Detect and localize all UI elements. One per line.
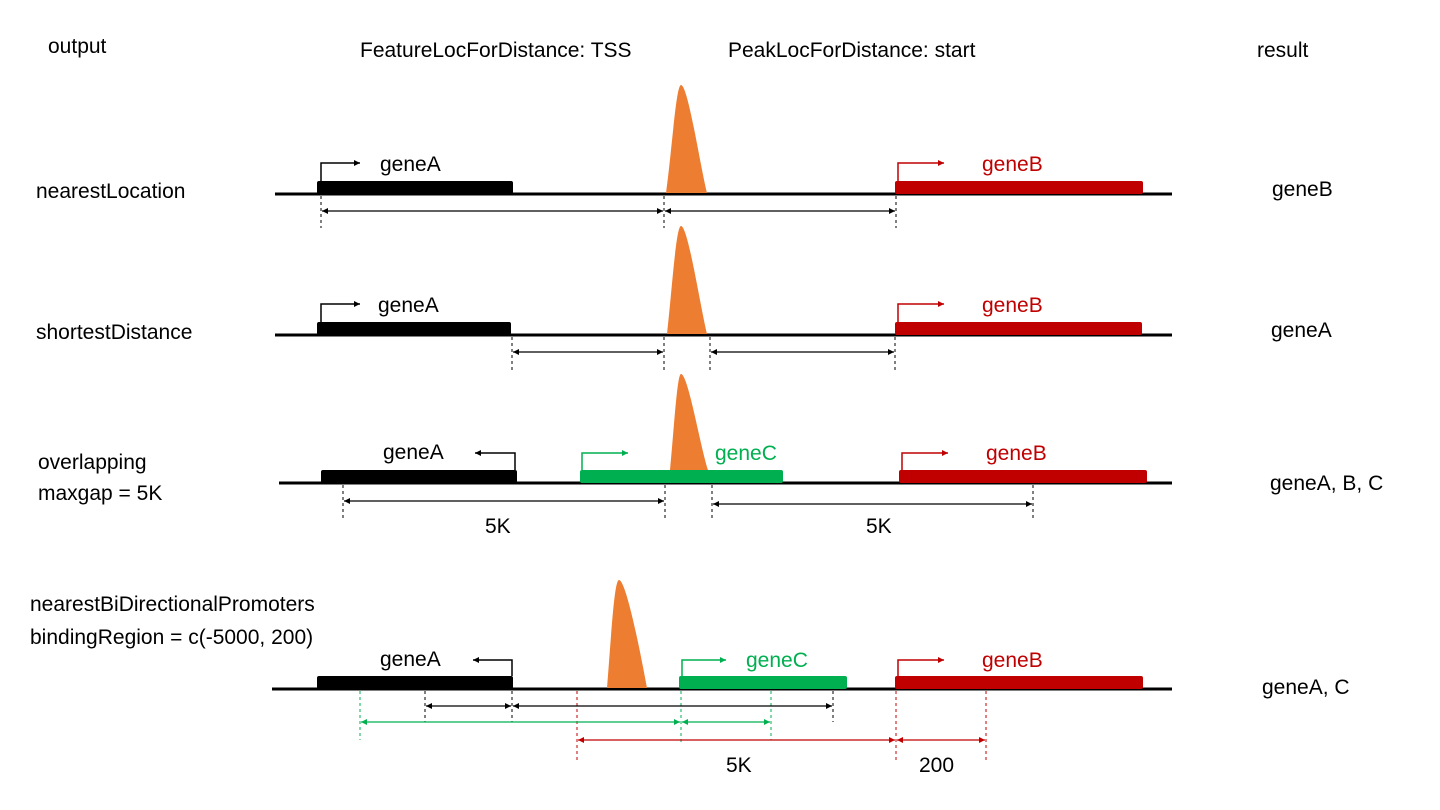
- gene-a-bar: [317, 322, 511, 335]
- row-result: geneB: [1272, 178, 1333, 201]
- gene-b-label: geneB: [982, 153, 1043, 176]
- gene-a-label: geneA: [380, 153, 441, 176]
- row-result: geneA: [1271, 319, 1332, 342]
- header-output: output: [48, 35, 107, 58]
- gene-b-label: geneB: [982, 294, 1043, 317]
- gene-b-label: geneB: [986, 442, 1047, 465]
- gene-a-label: geneA: [383, 441, 444, 464]
- row-nearest-location: nearestLocation geneA geneB geneB: [36, 85, 1333, 228]
- gene-a-tss-arrow: [320, 301, 360, 322]
- gene-b-tss-arrow: [897, 301, 944, 322]
- row-output-param: bindingRegion = c(-5000, 200): [30, 626, 313, 649]
- gene-c-bar: [679, 676, 847, 689]
- gene-a-label: geneA: [380, 648, 441, 671]
- distance-label: 5K: [866, 515, 892, 538]
- gene-b-bar: [895, 322, 1142, 335]
- gene-a-tss-arrow: [320, 160, 360, 181]
- gene-c-tss-arrow: [681, 657, 726, 676]
- distance-label: 5K: [726, 754, 752, 777]
- gene-b-tss-arrow: [901, 450, 948, 470]
- gene-a-tss-arrow: [475, 450, 516, 470]
- gene-c-label: geneC: [715, 442, 777, 465]
- row-output-label: overlapping: [38, 451, 147, 474]
- peak-shape: [670, 374, 708, 470]
- row-output-label: shortestDistance: [36, 321, 192, 344]
- gene-b-tss-arrow: [897, 657, 944, 676]
- row-overlapping: overlapping maxgap = 5K geneA geneC gene…: [38, 374, 1383, 538]
- row-output-label: nearestBiDirectionalPromoters: [30, 593, 315, 616]
- row-nearest-bidirectional-promoters: nearestBiDirectionalPromoters bindingReg…: [30, 580, 1350, 777]
- gene-c-label: geneC: [746, 649, 808, 672]
- row-result: geneA, B, C: [1270, 472, 1383, 495]
- gene-b-bar: [895, 676, 1143, 689]
- distance-label: 200: [919, 754, 954, 777]
- peak-shape: [667, 226, 707, 334]
- gene-a-tss-arrow: [473, 657, 513, 676]
- gene-a-bar: [317, 676, 513, 689]
- gene-b-bar: [899, 470, 1147, 483]
- row-result: geneA, C: [1262, 676, 1350, 699]
- gene-b-label: geneB: [982, 649, 1043, 672]
- gene-a-label: geneA: [378, 294, 439, 317]
- gene-a-bar: [317, 181, 513, 194]
- row-output-param: maxgap = 5K: [38, 482, 162, 505]
- gene-c-bar: [580, 470, 783, 483]
- gene-b-bar: [895, 181, 1143, 194]
- distance-label: 5K: [485, 515, 511, 538]
- peak-shape: [607, 580, 647, 688]
- row-shortest-distance: shortestDistance geneA geneB geneA: [36, 226, 1332, 370]
- header-result: result: [1257, 39, 1309, 62]
- gene-c-tss-arrow: [581, 450, 628, 470]
- row-output-label: nearestLocation: [36, 180, 185, 203]
- header-peak-loc: PeakLocForDistance: start: [728, 39, 976, 62]
- header-feature-loc: FeatureLocForDistance: TSS: [360, 39, 632, 62]
- gene-b-tss-arrow: [897, 160, 944, 181]
- peak-shape: [666, 85, 707, 193]
- gene-a-bar: [321, 470, 517, 483]
